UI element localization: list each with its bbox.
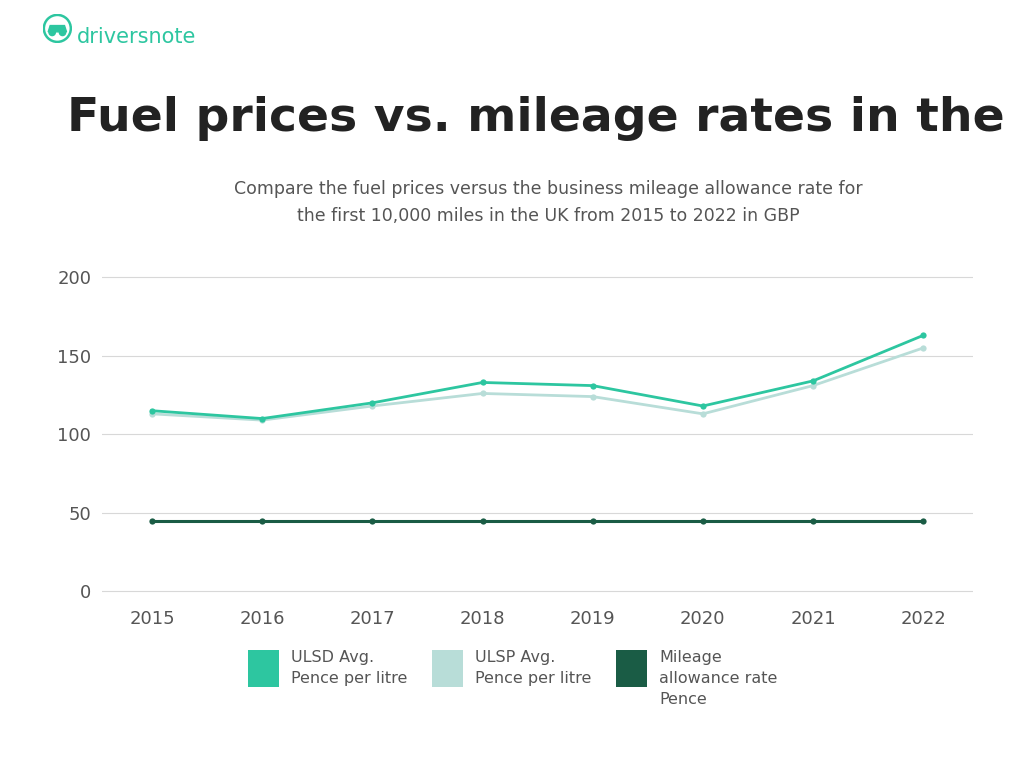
Text: ULSD Avg.
Pence per litre: ULSD Avg. Pence per litre: [291, 650, 408, 687]
Text: Mileage
allowance rate
Pence: Mileage allowance rate Pence: [659, 650, 778, 707]
Text: Fuel prices vs. mileage rates in the UK: Fuel prices vs. mileage rates in the UK: [67, 96, 1024, 141]
Text: ULSP Avg.
Pence per litre: ULSP Avg. Pence per litre: [475, 650, 592, 687]
Text: driversnote: driversnote: [77, 27, 197, 47]
Circle shape: [49, 29, 55, 35]
Polygon shape: [48, 25, 67, 31]
Text: Compare the fuel prices versus the business mileage allowance rate for
the first: Compare the fuel prices versus the busin…: [233, 180, 862, 225]
Circle shape: [59, 29, 66, 35]
